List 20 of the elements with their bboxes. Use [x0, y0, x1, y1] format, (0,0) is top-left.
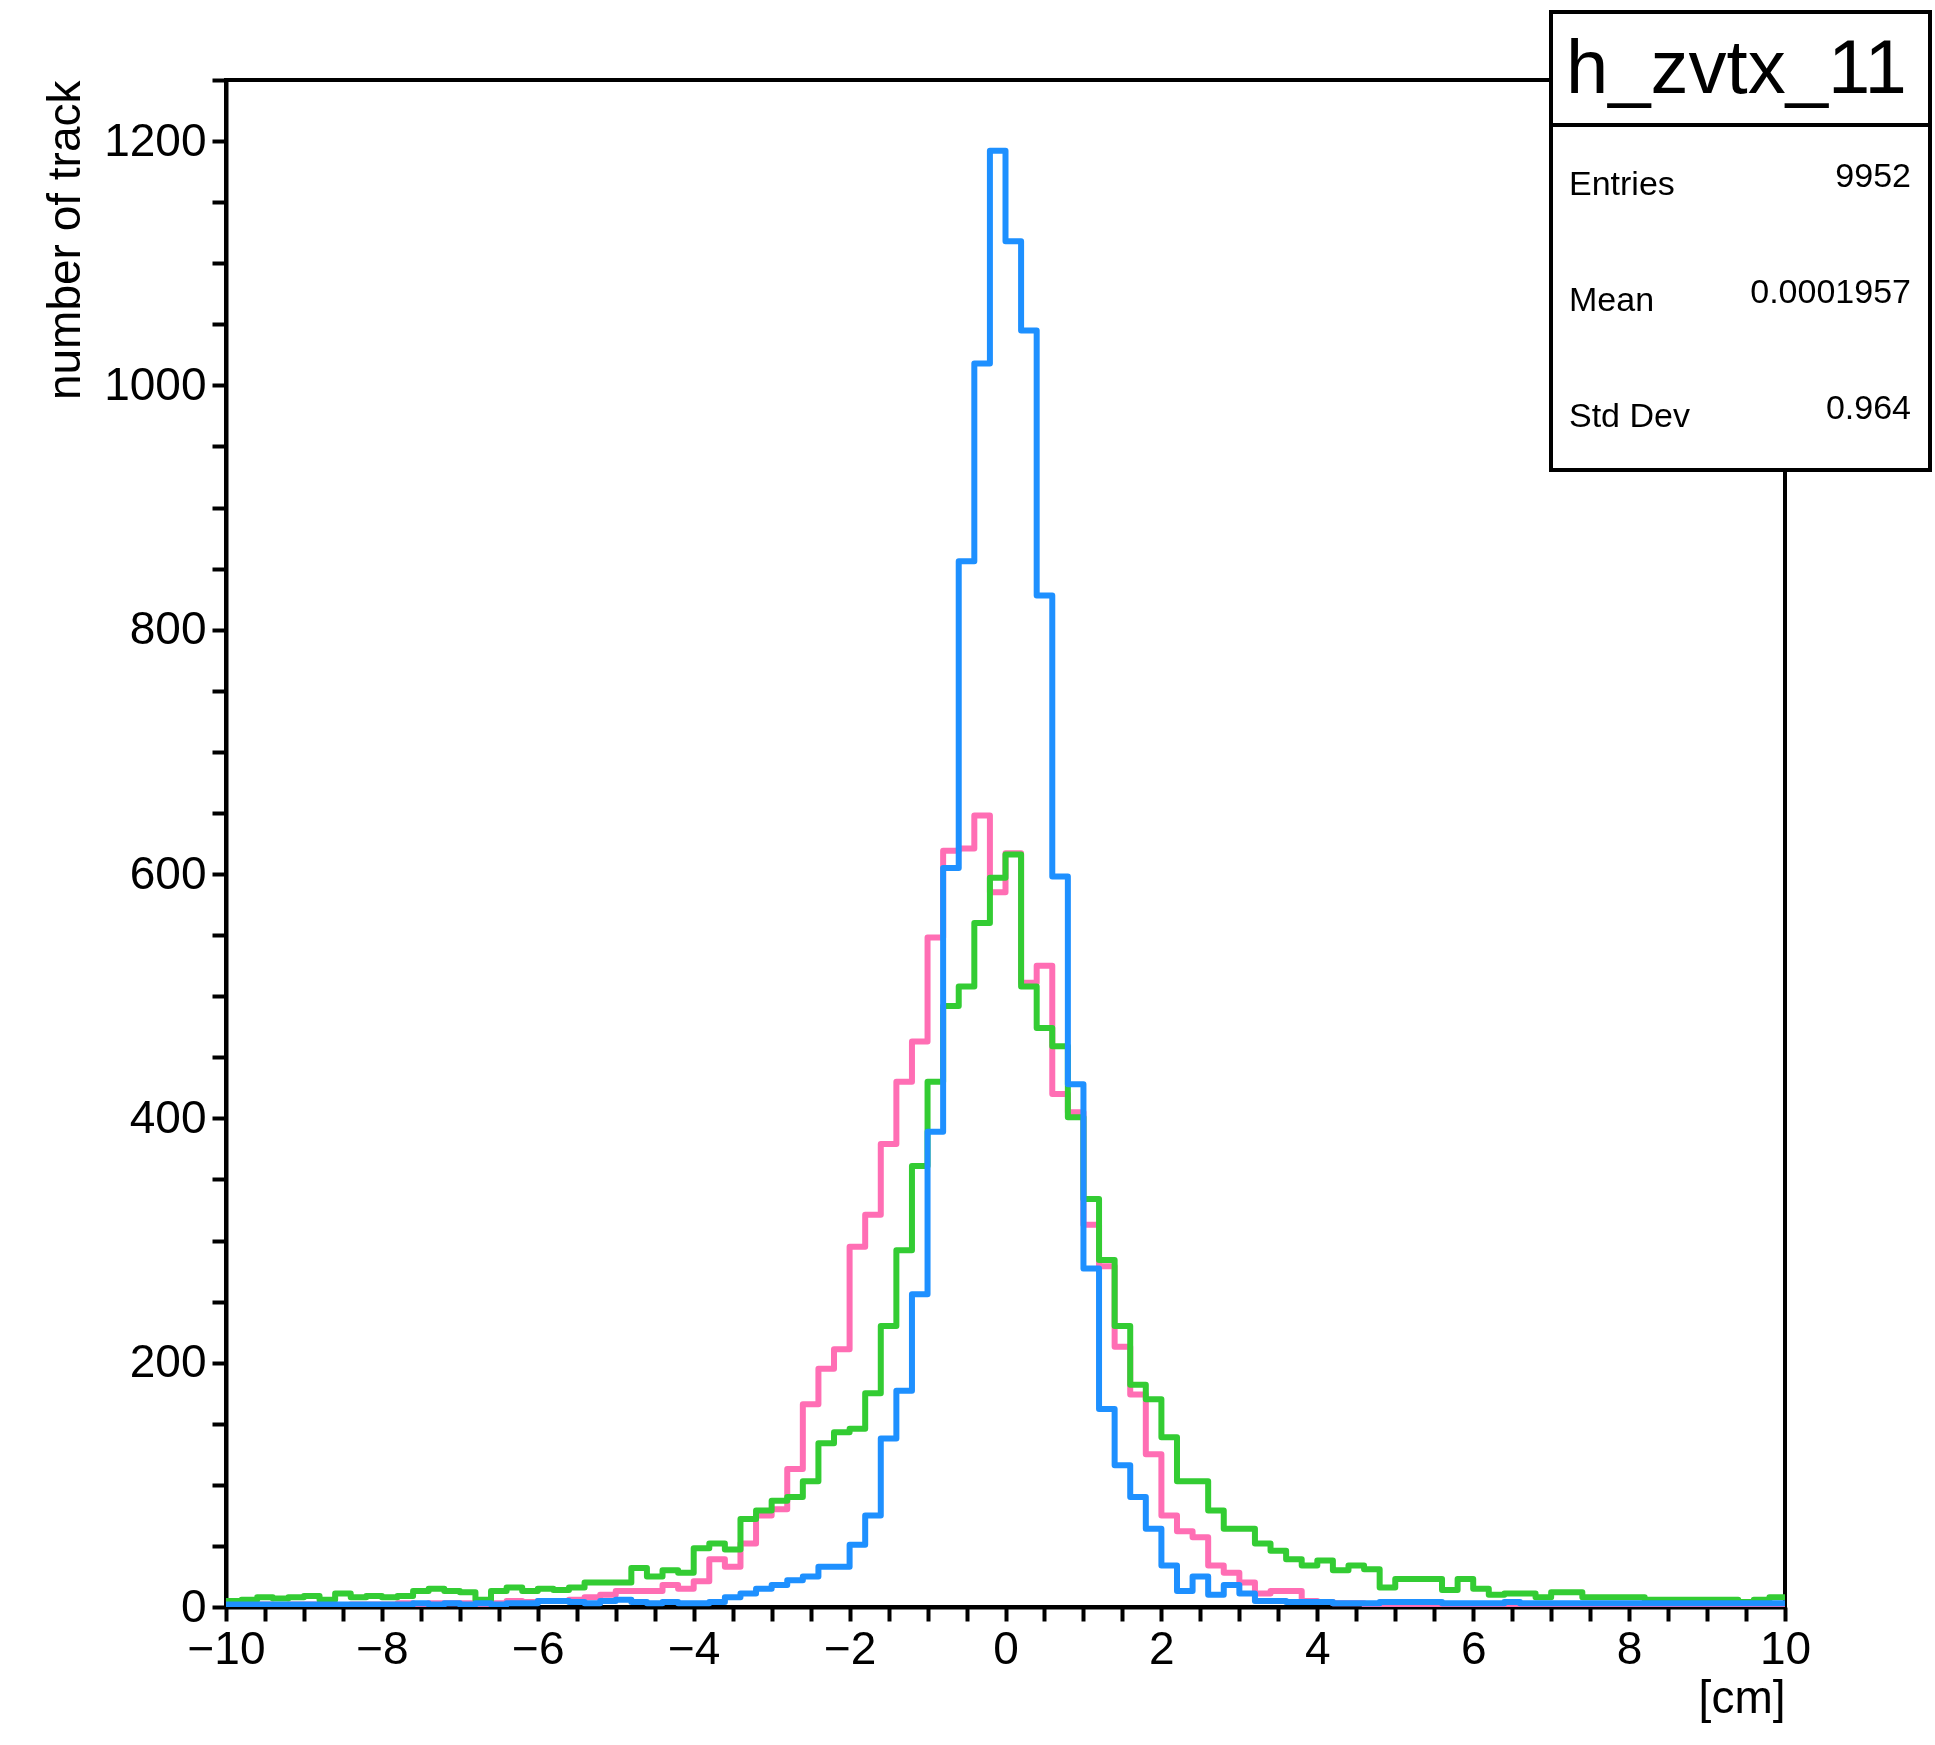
y-tick-label: 600 — [129, 846, 207, 899]
y-tick-label: 400 — [129, 1090, 207, 1143]
x-tick-label: 6 — [1460, 1621, 1487, 1674]
y-tick-label: 800 — [129, 602, 207, 655]
annotation: h_zvtx_11 — [1566, 24, 1907, 109]
y-tick-label: 1000 — [104, 357, 207, 410]
x-tick-label: −8 — [356, 1621, 409, 1674]
x-tick-label: 4 — [1305, 1621, 1331, 1674]
x-tick-label: −4 — [667, 1621, 721, 1674]
text: Std Dev 0.964 — [1569, 388, 1911, 434]
y-axis-title: number of track — [38, 79, 91, 401]
y-tick-label: 200 — [129, 1335, 207, 1388]
y-tick-label: 1200 — [104, 113, 207, 166]
text: Entries 9952 — [1569, 156, 1911, 202]
x-tick-label: 0 — [993, 1621, 1019, 1674]
x-tick-label: −2 — [823, 1621, 877, 1674]
x-tick-label: −6 — [512, 1621, 565, 1674]
text: Mean 0.0001957 — [1569, 272, 1911, 318]
x-tick-label: 8 — [1616, 1621, 1643, 1674]
x-tick-label: 2 — [1149, 1621, 1175, 1674]
